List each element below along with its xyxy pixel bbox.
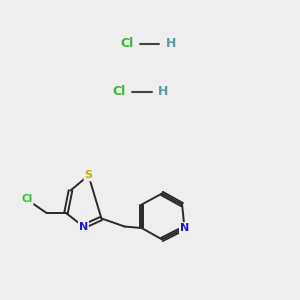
Text: Cl: Cl	[21, 194, 33, 205]
Text: H: H	[158, 85, 169, 98]
Text: N: N	[79, 221, 88, 232]
Text: Cl: Cl	[120, 37, 133, 50]
Text: N: N	[180, 223, 189, 233]
Text: H: H	[166, 37, 176, 50]
Text: Cl: Cl	[112, 85, 126, 98]
Text: S: S	[85, 170, 92, 181]
